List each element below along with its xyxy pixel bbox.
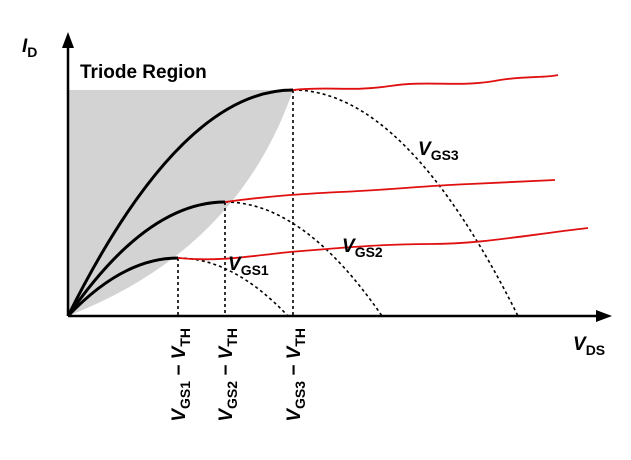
ov1-label: VGS1 − VTH	[169, 328, 193, 422]
vgs3-main: V	[418, 139, 432, 160]
ov3-sub: GS3	[292, 381, 308, 409]
ov2-sub: GS2	[224, 381, 240, 409]
curve-vgs1	[66, 256, 179, 318]
vgs2-main: V	[342, 236, 356, 257]
ov1-sub2: TH	[177, 328, 193, 347]
ov2-label: VGS2 − VTH	[216, 328, 240, 422]
y-arrow	[62, 32, 74, 48]
ov3-sub2: TH	[292, 328, 308, 347]
curve-vgs3	[66, 88, 294, 317]
ov3-label: VGS3 − VTH	[284, 328, 308, 422]
vgs2-sub: GS2	[355, 244, 383, 260]
vds-sub: DS	[586, 342, 605, 358]
red-vgs2	[224, 179, 556, 203]
vds-main: V	[573, 334, 587, 355]
triode-label: Triode Region	[80, 62, 207, 83]
curve-vgs2	[66, 200, 226, 317]
ov2-main: V	[216, 408, 237, 422]
ov3-main: V	[284, 408, 305, 422]
vgs1-sub: GS1	[241, 262, 269, 278]
ov3-minus: − V	[284, 345, 305, 381]
triode-curves	[66, 88, 294, 318]
vgs2-label: VGS2	[342, 236, 383, 260]
id-sub: D	[27, 44, 37, 60]
dashed-vgs3	[292, 89, 519, 317]
vgs3-sub: GS3	[431, 147, 459, 163]
ov1-sub: GS1	[177, 381, 193, 409]
ov1-minus: − V	[169, 345, 190, 381]
id-main: I	[22, 36, 28, 57]
vgs1-label: VGS1	[228, 254, 269, 278]
red-vgs1	[177, 227, 589, 261]
ov2-minus: − V	[216, 345, 237, 381]
vgs3-label: VGS3	[418, 139, 459, 163]
red-vgs3	[292, 74, 559, 91]
dashed-vgs2	[224, 201, 383, 317]
ov1-main: V	[169, 408, 190, 422]
triode-region	[68, 90, 293, 316]
red-lines	[177, 74, 589, 261]
vgs1-main: V	[228, 254, 242, 275]
x-arrow	[596, 310, 612, 322]
ov2-sub2: TH	[224, 328, 240, 347]
vds-label: VDS	[573, 334, 605, 358]
id-label: ID	[22, 36, 37, 60]
